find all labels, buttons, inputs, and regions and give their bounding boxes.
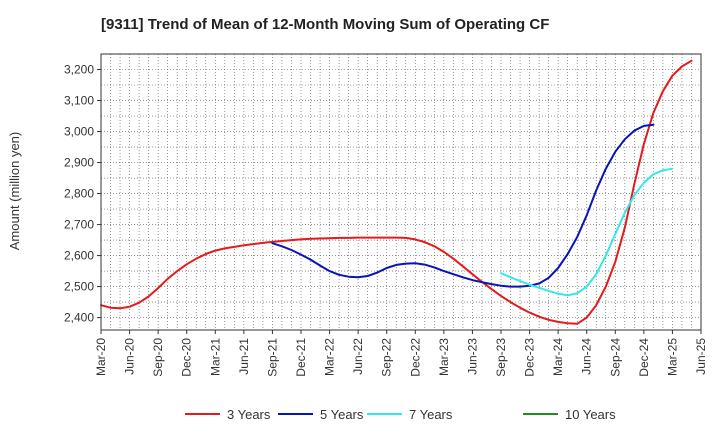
y-axis-label: Amount (million yen) [7,132,22,251]
x-tick-label: Jun-24 [580,338,594,375]
plot-border [100,53,702,331]
x-tick-label: Dec-21 [294,338,308,377]
x-tick-label: Sep-23 [494,338,508,377]
legend-label-7-years: 7 Years [409,407,453,422]
x-tick-label: Sep-24 [608,338,622,377]
x-tick-label: Jun-22 [351,338,365,375]
x-tick-label: Jun-20 [123,338,137,375]
x-tick-label: Mar-20 [94,338,108,376]
y-tick-label: 2,900 [64,156,94,170]
y-axis-ticks: 2,400 2,500 2,600 2,700 2,800 2,900 3,000 3,100… [64,63,101,325]
series-line-3-years [100,59,693,325]
series-group [100,59,693,325]
chart-title: [9311] Trend of Mean of 12-Month Moving … [101,16,549,33]
x-tick-label: Sep-21 [265,338,279,377]
x-tick-label: Mar-23 [437,338,451,376]
y-tick-label: 2,600 [64,249,94,263]
x-tick-label: Dec-23 [523,338,537,377]
x-tick-label: Sep-20 [151,338,165,377]
legend-label-3-years: 3 Years [227,407,271,422]
series-line-7-years [500,167,674,297]
x-axis-ticks: Mar-20 Jun-20 Sep-20 Dec-20 Mar-21 Jun-21 Sep-… [94,330,708,377]
x-tick-label: Jun-21 [237,338,251,375]
y-tick-label: 2,800 [64,187,94,201]
y-tick-label: 3,200 [64,63,94,77]
y-tick-label: 3,100 [64,94,94,108]
y-tick-label: 2,500 [64,280,94,294]
grid [101,53,701,330]
x-tick-label: Jun-23 [465,338,479,375]
x-tick-label: Mar-25 [665,338,679,376]
x-tick-label: Mar-22 [323,338,337,376]
legend-label-5-years: 5 Years [320,407,364,422]
legend-label-10-years: 10 Years [565,407,616,422]
legend: 3 Years 5 Years 7 Years 10 Years [185,407,616,422]
x-tick-label: Mar-21 [208,338,222,376]
x-tick-label: Sep-22 [380,338,394,377]
y-tick-label: 2,700 [64,218,94,232]
y-tick-label: 3,000 [64,125,94,139]
x-tick-label: Dec-22 [408,338,422,377]
x-tick-label: Dec-24 [637,338,651,377]
plot-area [100,53,702,331]
plot-background [101,54,701,330]
x-tick-label: Dec-20 [180,338,194,377]
y-tick-label: 2,400 [64,311,94,325]
series-line-5-years [271,123,655,288]
x-tick-label: Mar-24 [551,338,565,376]
x-tick-label: Jun-25 [694,338,708,375]
